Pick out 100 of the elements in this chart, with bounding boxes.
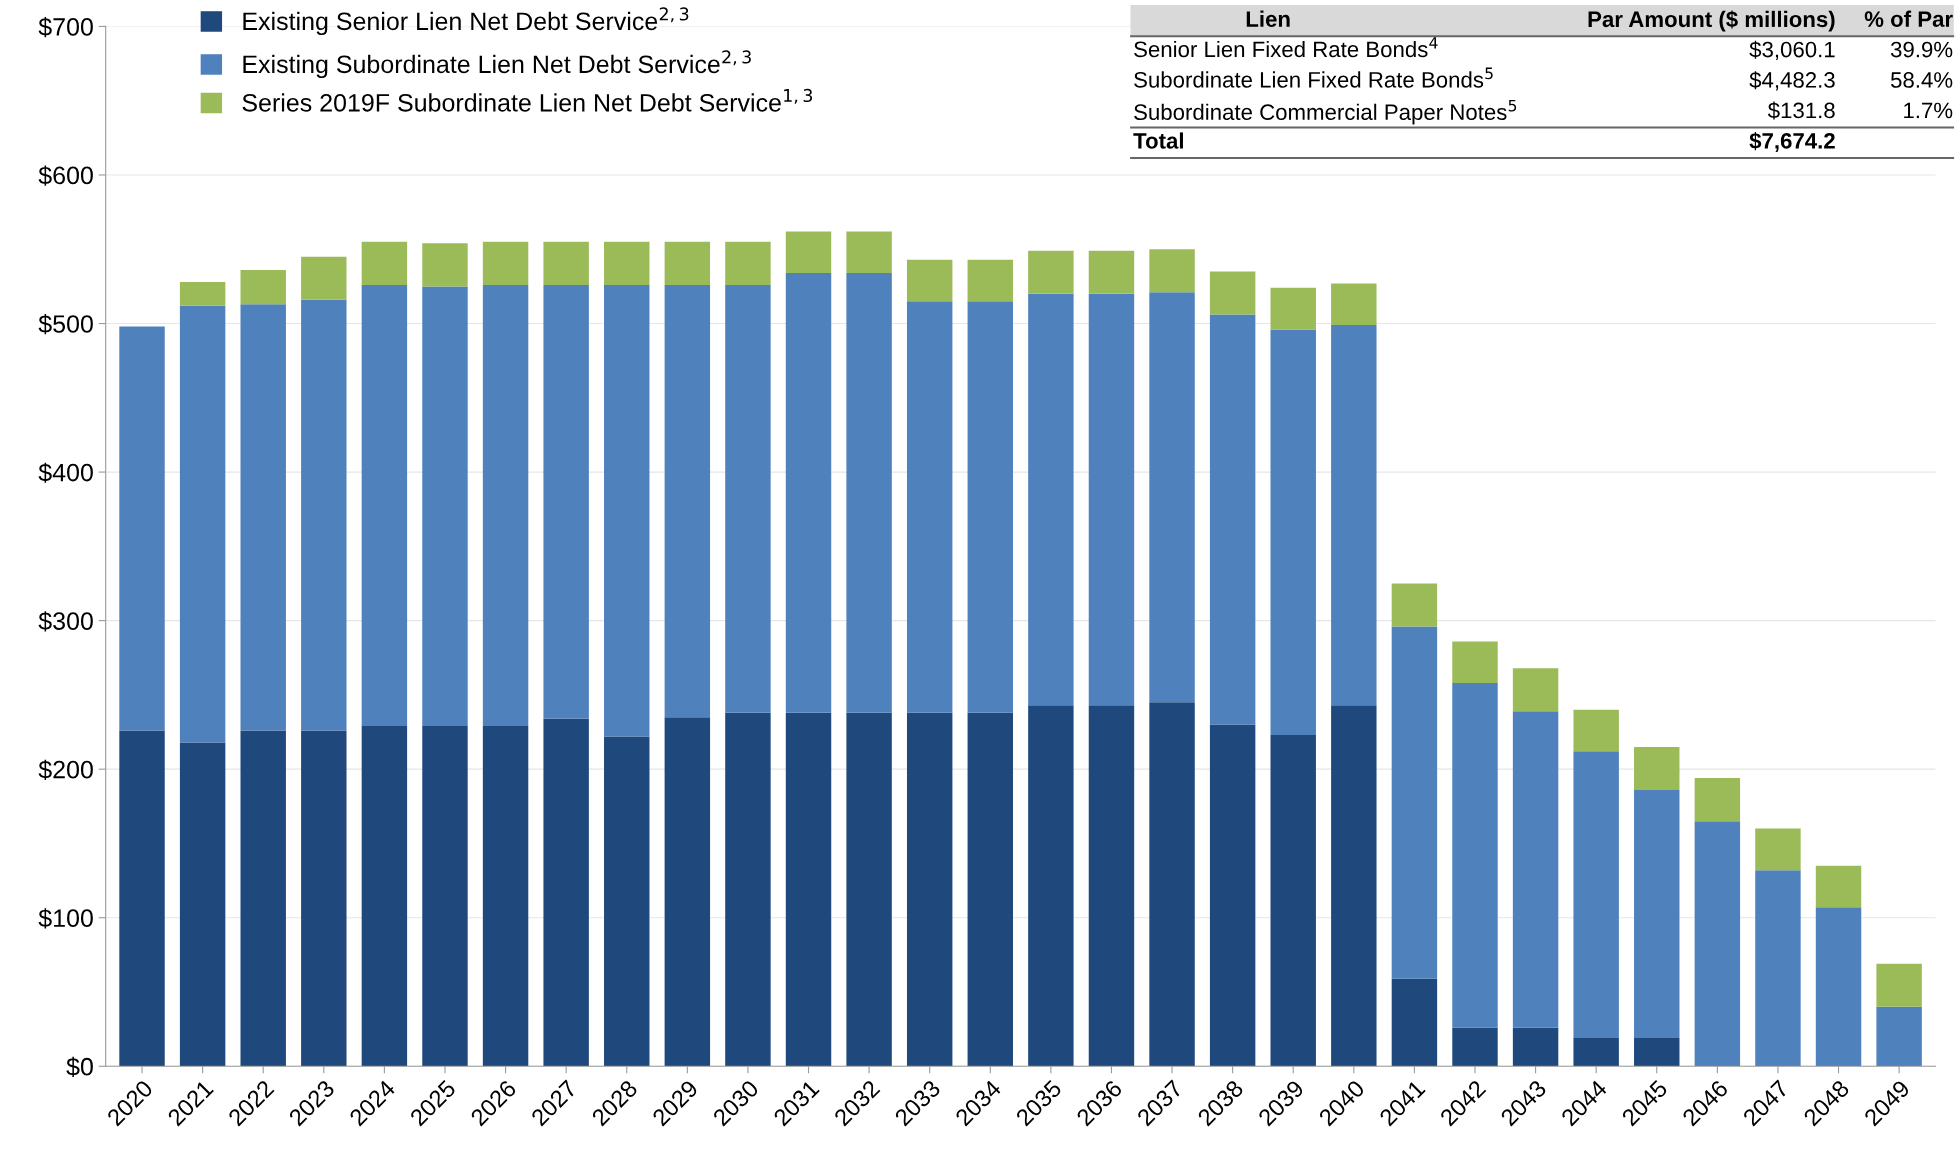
annotation: $3,060.1 <box>1749 40 1835 61</box>
bar <box>1270 735 1316 1067</box>
bar <box>664 241 711 285</box>
bar <box>1452 683 1498 1028</box>
bar <box>301 730 347 1067</box>
bar <box>240 270 286 305</box>
bar <box>1331 283 1377 326</box>
bar <box>1331 705 1377 1067</box>
bar <box>1270 287 1316 330</box>
annotation: Senior Lien Fixed Rate Bonds$^{4}$ <box>1134 37 1438 58</box>
bar <box>1209 724 1256 1067</box>
bar <box>482 284 529 727</box>
bar <box>422 286 468 727</box>
bar <box>1573 751 1619 1039</box>
bar <box>1088 250 1135 294</box>
bar <box>1512 711 1559 1028</box>
bar <box>1876 1006 1922 1067</box>
bar <box>482 241 529 285</box>
bar <box>422 243 468 287</box>
bar <box>906 301 953 713</box>
bar <box>846 712 892 1067</box>
bar <box>1815 865 1862 908</box>
bar <box>604 736 650 1067</box>
bar <box>1452 1027 1498 1067</box>
bar <box>1270 329 1316 736</box>
bar <box>906 712 953 1067</box>
y-tick-label: $0 <box>66 1056 93 1078</box>
legend-label: Existing Senior Lien Net Debt Service$^{2,3}$ <box>243 7 689 36</box>
y-tick-label: $400 <box>38 462 93 483</box>
bar <box>1755 870 1801 1067</box>
y-tick-label: $500 <box>38 314 93 335</box>
bar <box>1088 293 1135 706</box>
bar <box>482 726 529 1067</box>
bar <box>1755 828 1801 871</box>
bar <box>1634 1038 1680 1067</box>
annotation: Subordinate Commercial Paper Notes$^{5}$ <box>1134 99 1517 125</box>
bar <box>1391 583 1438 627</box>
bar <box>967 712 1013 1067</box>
bar <box>664 284 711 718</box>
bar <box>543 718 589 1067</box>
bar <box>179 281 226 306</box>
bar <box>1028 293 1074 706</box>
bar <box>361 241 408 285</box>
bar <box>543 284 589 719</box>
annotation: $4,482.3 <box>1749 71 1835 91</box>
legend-label: Series 2019F Subordinate Lien Net Debt Service$^{1,3}$ <box>242 88 813 112</box>
annotation: 39.9% <box>1890 41 1953 58</box>
bar <box>1028 705 1074 1067</box>
bar <box>179 305 226 743</box>
bar <box>1634 789 1680 1039</box>
bar <box>604 284 650 737</box>
bar <box>785 231 832 274</box>
bar <box>119 730 165 1067</box>
bar <box>664 717 711 1067</box>
bar <box>1331 325 1377 706</box>
bar <box>604 241 650 285</box>
bar <box>1452 641 1498 684</box>
bar <box>301 299 347 731</box>
annotation: 58.4% <box>1890 72 1953 88</box>
annotation: $131.8 <box>1767 101 1835 120</box>
y-tick-label: $600 <box>38 165 93 186</box>
bar <box>1573 709 1619 752</box>
bar <box>361 284 408 727</box>
bar <box>1694 821 1741 1067</box>
bar <box>725 284 771 713</box>
bar <box>785 712 832 1067</box>
bar <box>1391 978 1438 1067</box>
bar <box>906 259 953 302</box>
legend-label: Existing Subordinate Lien Net Debt Service$^{2,3}$ <box>243 50 751 79</box>
bar <box>1694 778 1741 822</box>
bar <box>967 259 1013 302</box>
y-tick-label: $100 <box>38 908 93 929</box>
annotation: % of Par <box>1864 10 1953 27</box>
bar <box>1815 907 1862 1067</box>
bar <box>967 301 1013 713</box>
bar <box>361 726 408 1067</box>
bar <box>1634 746 1680 790</box>
annotation: Subordinate Lien Fixed Rate Bonds$^{5}$ <box>1134 67 1493 88</box>
bar <box>240 304 286 731</box>
bar <box>1149 249 1195 293</box>
bar <box>1088 705 1135 1067</box>
annotation: $7,674.2 <box>1749 132 1835 152</box>
bar <box>785 273 832 713</box>
y-tick-label: $200 <box>38 759 93 780</box>
bar <box>725 241 771 285</box>
annotation: Lien <box>1246 10 1290 27</box>
annotation: 1.7% <box>1904 102 1953 119</box>
bar <box>1512 1027 1559 1067</box>
bar <box>1573 1038 1619 1067</box>
bar <box>1149 292 1195 703</box>
y-tick-label: $700 <box>38 16 93 38</box>
bar <box>1149 702 1195 1067</box>
bar <box>1391 626 1438 979</box>
bar <box>179 742 226 1067</box>
bar <box>1209 314 1256 725</box>
bar <box>846 273 892 713</box>
bar <box>846 231 892 274</box>
bar <box>422 726 468 1067</box>
bar <box>725 712 771 1067</box>
bar <box>1209 271 1256 315</box>
